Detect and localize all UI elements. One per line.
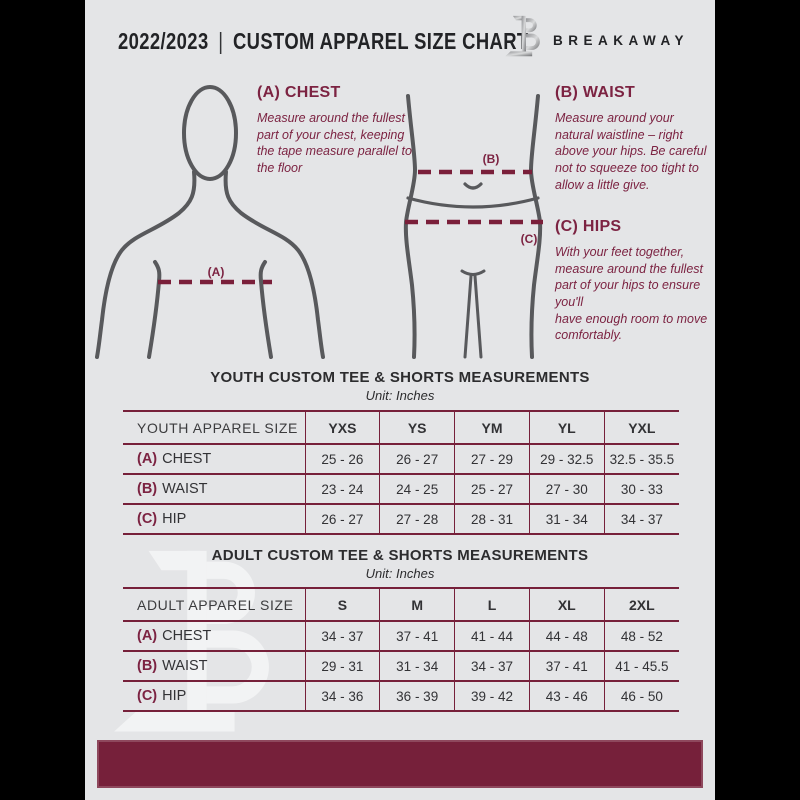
hips-instruction: (C) HIPS With your feet together, measur… [555,218,711,344]
adult-waist-label: (B) WAIST [123,651,305,681]
cell: 30 - 33 [603,474,679,504]
cell: 48 - 52 [603,621,679,651]
measurement-diagram: (A) (B) (C) [95,85,543,359]
cell: 34 - 37 [454,651,530,681]
cell: 34 - 37 [603,504,679,534]
row-label: WAIST [162,481,208,497]
cell: 25 - 27 [454,474,530,504]
row-label: HIP [162,511,187,527]
chest-body-text: Measure around the fullest part of your … [257,111,412,175]
cell: 34 - 37 [304,621,380,651]
adult-size-column-header: ADULT APPAREL SIZE [137,596,294,613]
cell: 39 - 42 [454,681,530,711]
cell: 43 - 46 [528,681,605,711]
chart-title: CUSTOM APPAREL SIZE CHART [232,28,529,54]
youth-size-table: YOUTH APPAREL SIZE YXS YS YM YL YXL (A) C… [123,410,679,535]
hips-figure-icon [403,94,543,359]
adult-chest-label: (A) CHEST [123,621,305,651]
cell: 31 - 34 [528,504,605,534]
edition-label: 2022/2023 [118,28,209,54]
cell: 37 - 41 [528,651,605,681]
youth-table-title: YOUTH CUSTOM TEE & SHORTS MEASUREMENTS [210,369,590,386]
table-row: (C) HIP 26 - 27 27 - 28 28 - 31 31 - 34 3… [123,504,679,534]
cell: 44 - 48 [528,621,605,651]
adult-table-title: ADULT CUSTOM TEE & SHORTS MEASUREMENTS [211,547,589,564]
cell: 41 - 44 [454,621,530,651]
row-prefix: (C) [137,511,158,527]
page-title: 2022/2023 | CUSTOM APPAREL SIZE CHART [118,28,529,55]
adult-header-row: ADULT APPAREL SIZE S M L XL 2XL [123,588,679,621]
row-prefix: (B) [137,658,158,674]
hips-line-label: (C) [521,232,538,246]
waist-body-text: Measure around your natural waistline – … [555,111,707,192]
waist-instruction: (B) WAIST Measure around your natural wa… [555,84,711,193]
cell: 46 - 50 [603,681,679,711]
hips-heading: (C) HIPS [555,218,622,235]
row-label: WAIST [162,658,208,674]
adult-hip-label: (C) HIP [123,681,305,711]
chest-instruction: (A) CHEST Measure around the fullest par… [257,84,413,177]
row-prefix: (B) [137,481,158,497]
adult-size-s: S [304,588,380,621]
row-prefix: (A) [137,451,158,467]
adult-size-xl: XL [528,588,605,621]
cell: 24 - 25 [379,474,455,504]
row-prefix: (C) [137,688,158,704]
hips-body-text: With your feet together, measure around … [555,245,708,343]
youth-size-yxl: YXL [603,411,679,444]
youth-size-yl: YL [528,411,605,444]
cell: 32.5 - 35.5 [603,444,679,474]
cell: 31 - 34 [379,651,455,681]
cell: 27 - 29 [454,444,530,474]
row-label: CHEST [162,628,212,644]
table-row: (A) CHEST 25 - 26 26 - 27 27 - 29 29 - 32… [123,444,679,474]
youth-table-unit: Unit: Inches [365,388,435,403]
cell: 27 - 30 [528,474,605,504]
youth-size-ys: YS [379,411,455,444]
youth-hip-label: (C) HIP [123,504,305,534]
cell: 34 - 36 [304,681,380,711]
brand-name: BREAKAWAY [553,33,690,48]
size-chart-page: 2022/2023 | CUSTOM APPAREL SIZE CHART BREA… [85,0,715,800]
row-label: CHEST [162,451,212,467]
breakaway-logo-icon [505,15,540,57]
youth-size-ym: YM [454,411,530,444]
table-row: (B) WAIST 23 - 24 24 - 25 25 - 27 27 - 30… [123,474,679,504]
youth-header-row: YOUTH APPAREL SIZE YXS YS YM YL YXL [123,411,679,444]
adult-size-m: M [379,588,455,621]
chest-line-label: (A) [208,265,225,279]
table-row: (C) HIP 34 - 36 36 - 39 39 - 42 43 - 46 4… [123,681,679,711]
footer-accent-bar [97,740,703,788]
cell: 25 - 26 [304,444,380,474]
youth-size-yxs: YXS [304,411,380,444]
row-label: HIP [162,688,187,704]
cell: 26 - 27 [304,504,380,534]
cell: 37 - 41 [379,621,455,651]
adult-size-l: L [454,588,530,621]
adult-size-table: ADULT APPAREL SIZE S M L XL 2XL (A) CHEST… [123,587,679,712]
cell: 23 - 24 [304,474,380,504]
waist-line-label: (B) [483,152,500,166]
adult-table-unit: Unit: Inches [365,566,435,581]
cell: 29 - 31 [304,651,380,681]
youth-size-column-header: YOUTH APPAREL SIZE [137,419,298,436]
cell: 28 - 31 [454,504,530,534]
row-prefix: (A) [137,628,158,644]
cell: 29 - 32.5 [528,444,605,474]
adult-size-2xl: 2XL [603,588,679,621]
title-separator: | [218,28,224,54]
chest-heading: (A) CHEST [257,84,341,101]
cell: 41 - 45.5 [603,651,679,681]
table-row: (B) WAIST 29 - 31 31 - 34 34 - 37 37 - 41… [123,651,679,681]
cell: 36 - 39 [379,681,455,711]
waist-heading: (B) WAIST [555,84,636,101]
cell: 27 - 28 [379,504,455,534]
youth-chest-label: (A) CHEST [123,444,305,474]
youth-waist-label: (B) WAIST [123,474,305,504]
torso-figure-icon [95,85,325,359]
table-row: (A) CHEST 34 - 37 37 - 41 41 - 44 44 - 48… [123,621,679,651]
cell: 26 - 27 [379,444,455,474]
